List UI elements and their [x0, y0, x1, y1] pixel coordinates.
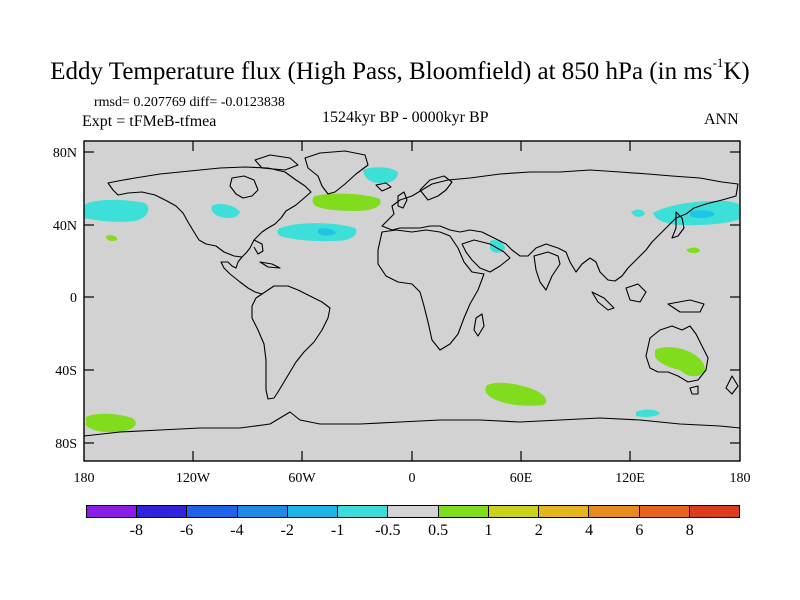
coastline-florida [253, 239, 264, 255]
coastline-cuba [259, 261, 281, 269]
patch-green [106, 235, 118, 241]
colorbar-swatch [287, 506, 339, 517]
colorbar-swatch [639, 506, 690, 517]
lat-label: 80S [55, 437, 77, 452]
coastline-hudson-bay [229, 175, 259, 199]
coastline-scandinavia [419, 175, 453, 201]
patch-cyan [631, 209, 645, 217]
coastline-tasmania [689, 385, 699, 395]
lat-label: 0 [70, 291, 77, 306]
coastline-arctic-islands [254, 154, 299, 171]
coastline-africa [377, 229, 485, 351]
lon-ticks [192, 141, 631, 461]
lon-label: 60E [510, 471, 533, 486]
lon-label: 0 [409, 471, 416, 486]
colorbar-swatch [237, 506, 288, 517]
lon-label: 120W [176, 471, 211, 486]
patch-green [485, 382, 547, 406]
lat-label: 80N [53, 146, 77, 161]
coastline-greenland [304, 150, 369, 195]
coastline-arabia [461, 239, 511, 273]
coastline-sumatra [591, 291, 615, 311]
patch-cyan [690, 210, 715, 219]
plot-title: Eddy Temperature flux (High Pass, Bloomf… [50, 55, 750, 85]
coastlines [83, 150, 741, 437]
patch-cyan [363, 167, 398, 184]
coastline-iceland [375, 182, 392, 192]
colorbar-label: -2 [280, 522, 294, 539]
period-label: 1524kyr BP - 0000kyr BP [322, 109, 489, 126]
coastline-borneo [625, 283, 647, 303]
map-background [84, 141, 740, 461]
lon-label: 180 [74, 471, 95, 486]
lat-label: 40S [55, 364, 77, 379]
colorbar-swatch [137, 506, 188, 517]
colorbar-label: -1 [330, 522, 345, 539]
patch-green [312, 193, 381, 211]
lon-label: 180 [730, 471, 751, 486]
patch-cyan [490, 240, 505, 253]
patch-green [686, 247, 700, 254]
lat-ticks [84, 151, 740, 444]
colorbar-label: -4 [230, 522, 244, 539]
coastline-south-america [251, 285, 331, 400]
colorbar-label: -0.5 [375, 522, 401, 539]
patch-green [655, 347, 706, 377]
coastline-japan [671, 211, 685, 239]
lon-label: 120E [615, 471, 645, 486]
patch-green [86, 413, 136, 433]
coastline-new-zealand [725, 375, 739, 395]
colorbar-swatch [438, 506, 489, 517]
experiment-label: Expt = tFMeB-tfmea [82, 113, 217, 130]
colorbar-swatch [488, 506, 540, 517]
colorbar-swatch [338, 506, 389, 517]
colorbar-swatch [187, 506, 238, 517]
patch-cyan [277, 223, 357, 242]
coastline-madagascar [473, 313, 485, 337]
colorbar-swatch [689, 506, 740, 517]
coastline-india [533, 251, 561, 291]
season-label: ANN [704, 111, 739, 128]
colorbar-label: 1 [484, 522, 493, 539]
coastline-eurasia [381, 169, 739, 282]
colorbar-swatch [87, 506, 138, 517]
stats-text: rmsd= 0.207769 diff= -0.0123838 [94, 95, 285, 110]
coastline-britain [397, 191, 408, 209]
lat-label: 40N [53, 219, 77, 234]
colorbar-label: 0.5 [428, 522, 449, 539]
colorbar-label: -6 [179, 522, 194, 539]
coastline-antarctica [83, 411, 741, 437]
patch-cyan [84, 199, 149, 222]
colorbar-swatch [539, 506, 590, 517]
coastline-north-america [107, 166, 312, 258]
patch-cyan [636, 409, 660, 417]
colorbar-swatch [388, 506, 439, 517]
coastline-australia [645, 325, 709, 383]
coastline-gulf-central-america [220, 256, 263, 295]
colorbar-label: 2 [534, 522, 543, 539]
colorbar [86, 505, 740, 518]
lon-label: 60W [288, 471, 316, 486]
colorbar-label: -8 [129, 522, 143, 539]
patch-cyan [211, 203, 240, 219]
patch-cyan [318, 228, 336, 236]
coastline-new-guinea [667, 299, 705, 313]
colorbar-label: 4 [585, 522, 594, 539]
colorbar-label: 6 [635, 522, 644, 539]
colorbar-label: 8 [685, 522, 694, 539]
colorbar-swatch [589, 506, 640, 517]
